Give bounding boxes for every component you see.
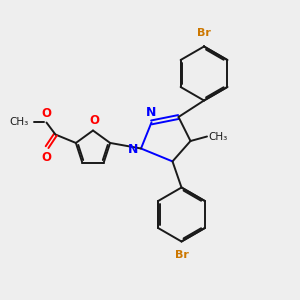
Text: CH₃: CH₃ bbox=[209, 131, 228, 142]
Text: O: O bbox=[89, 114, 100, 127]
Text: O: O bbox=[41, 107, 51, 120]
Text: N: N bbox=[128, 143, 139, 156]
Text: O: O bbox=[41, 151, 52, 164]
Text: N: N bbox=[146, 106, 156, 119]
Text: Br: Br bbox=[197, 28, 211, 38]
Text: CH₃: CH₃ bbox=[10, 117, 29, 127]
Text: Br: Br bbox=[175, 250, 188, 260]
